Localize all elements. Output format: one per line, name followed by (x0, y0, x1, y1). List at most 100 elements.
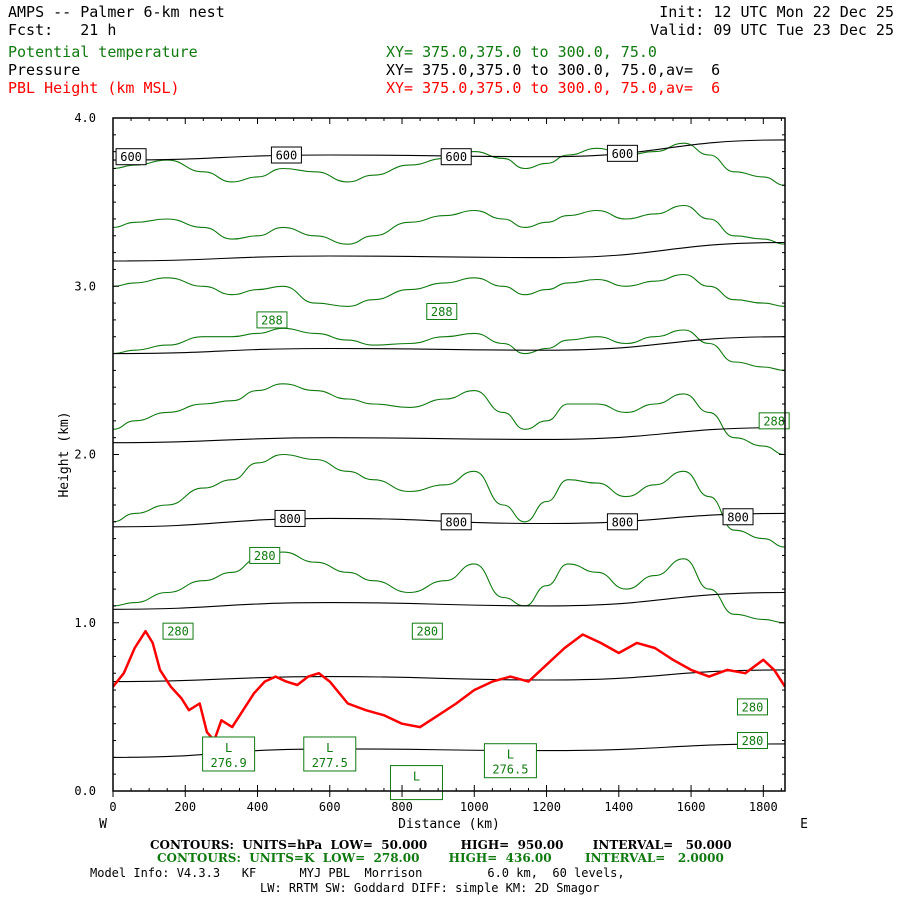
pressure-label-0-text: 600 (120, 150, 142, 164)
pressure-contour-3 (113, 512, 785, 528)
pressure-label-5: 800 (440, 513, 472, 531)
theta-contour-3 (113, 327, 785, 371)
pressure-label-3: 600 (606, 144, 638, 162)
x-tick-label-5: 1000 (460, 800, 489, 814)
pressure-label-6-box (606, 513, 638, 531)
theta-contour-6 (113, 142, 785, 186)
pressure-label-1: 600 (270, 146, 302, 164)
theta-contour-4 (113, 273, 785, 307)
footer-model-info: Model Info: V4.3.3 KF MYJ PBL Morrison 6… (90, 866, 625, 880)
axes: 0 200 400 600 800 1000 1200 1400 1600 1800 0.0 1.0 2… (57, 111, 808, 832)
theta-label-5-text: 280 (416, 625, 438, 639)
x-tick-label-9: 1800 (749, 800, 778, 814)
pressure-label-7-text: 800 (727, 510, 749, 524)
low-box-0 (202, 736, 256, 772)
low-box-2 (483, 743, 537, 779)
theta-contour-1 (113, 453, 785, 548)
west-end-label: W (99, 817, 107, 832)
footer-model-info-2: LW: RRTM SW: Goddard DIFF: simple KM: 2D… (260, 881, 600, 895)
field-label-pbl: PBL Height (km MSL) (8, 79, 180, 97)
pressure-label-7-box (722, 508, 754, 526)
theta-label-4-box (162, 622, 194, 640)
pressure-label-4-box (274, 509, 306, 527)
theta-label-4: 280 (162, 622, 194, 640)
pressure-contour-2 (113, 591, 785, 610)
field-label-pressure: Pressure (8, 61, 81, 79)
low-value-0: 276.9 (211, 756, 247, 770)
low-marker-3: L (413, 770, 420, 784)
theta-label-7-box (736, 732, 768, 750)
theta-label-6-box (736, 698, 768, 716)
header-title: AMPS -- Palmer 6-km nest (8, 3, 225, 21)
low-box-3 (389, 765, 443, 801)
pressure-label-0: 600 (115, 148, 147, 166)
pressure-label-0-box (115, 148, 147, 166)
pressure-label-2-text: 600 (445, 150, 467, 164)
field-xy-pressure: XY= 375.0,375.0 to 300.0, 75.0,av= 6 (386, 61, 721, 79)
x-tick-label-6: 1200 (532, 800, 561, 814)
pressure-label-3-text: 600 (612, 147, 634, 161)
y-tick-label-1: 1.0 (74, 616, 96, 630)
theta-label-1-box (426, 302, 458, 320)
y-tick-label-0: 0.0 (74, 784, 96, 798)
x-tick-label-8: 1600 (677, 800, 706, 814)
low-value-1: 277.5 (312, 756, 348, 770)
y-axis-label: Height (km) (57, 411, 72, 497)
low-center-3: L (389, 765, 443, 801)
theta-label-2-box (758, 412, 790, 430)
low-value-2: 276.5 (492, 763, 528, 777)
y-tick-label-3: 3.0 (74, 279, 96, 293)
low-marker-2: L (507, 748, 514, 762)
header-init-time: Init: 12 UTC Mon 22 Dec 25 (659, 3, 894, 21)
theta-label-2-text: 288 (763, 414, 785, 428)
pressure-label-6-text: 800 (612, 515, 634, 529)
x-tick-label-4: 800 (391, 800, 413, 814)
theta-label-0-box (256, 311, 288, 329)
pressure-label-1-box (270, 146, 302, 164)
pressure-label-4: 800 (274, 509, 306, 527)
pressure-contour-1 (113, 669, 785, 683)
header-forecast-hour: Fcst: 21 h (8, 21, 117, 39)
pressure-label-2: 600 (440, 148, 472, 166)
theta-contour-5 (113, 204, 785, 245)
x-tick-label-2: 400 (247, 800, 269, 814)
pressure-label-4-text: 800 (279, 512, 301, 526)
pressure-contour-5 (113, 336, 785, 355)
header-valid-time: Valid: 09 UTC Tue 23 Dec 25 (650, 21, 894, 39)
theta-label-1: 288 (426, 302, 458, 320)
theta-label-7-text: 280 (742, 734, 764, 748)
footer-theta-contours: CONTOURS: UNITS=K LOW= 278.00 HIGH= 436.… (157, 851, 724, 865)
pressure-label-5-box (440, 513, 472, 531)
low-marker-1: L (326, 741, 333, 755)
theta-contour-0 (113, 551, 785, 624)
pressure-contour-6 (113, 241, 785, 262)
pbl-height-series (113, 629, 785, 742)
plot-frame (112, 117, 786, 792)
field-xy-theta: XY= 375.0,375.0 to 300.0, 75.0 (386, 43, 657, 61)
theta-label-5-box (411, 622, 443, 640)
field-xy-pbl: XY= 375.0,375.0 to 300.0, 75.0,av= 6 (386, 79, 721, 97)
theta-contour-2 (113, 383, 785, 456)
pbl-height-line (113, 629, 785, 742)
pressure-label-5-text: 800 (445, 515, 467, 529)
theta-label-3-text: 280 (254, 549, 276, 563)
x-tick-label-3: 600 (319, 800, 341, 814)
theta-label-1-text: 288 (431, 305, 453, 319)
pressure-label-7: 800 (722, 508, 754, 526)
theta-label-0: 288 (256, 311, 288, 329)
theta-label-6: 280 (736, 698, 768, 716)
pressure-contour-4 (113, 427, 785, 444)
x-tick-label-7: 1400 (604, 800, 633, 814)
low-box-1 (303, 736, 357, 772)
low-marker-0: L (225, 741, 232, 755)
theta-label-0-text: 288 (261, 313, 283, 327)
theta-label-6-text: 280 (742, 700, 764, 714)
field-label-theta: Potential temperature (8, 43, 198, 61)
footer-pressure-contours: CONTOURS: UNITS=hPa LOW= 50.000 HIGH= 95… (150, 838, 732, 852)
theta-contours (113, 142, 785, 624)
pressure-label-3-box (606, 144, 638, 162)
theta-label-2: 288 (758, 412, 790, 430)
